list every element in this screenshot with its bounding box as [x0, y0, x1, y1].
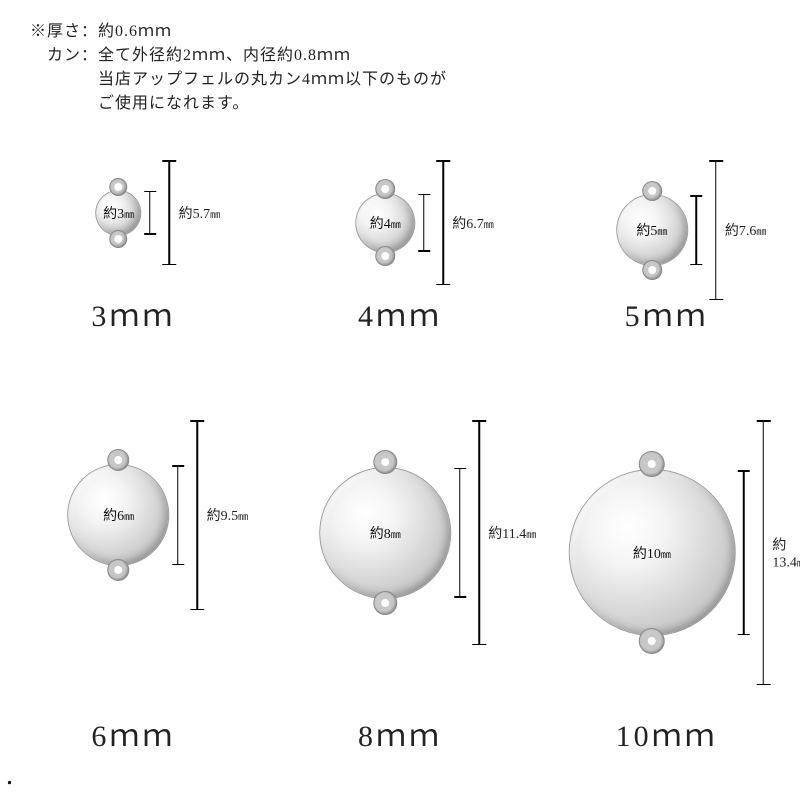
overall-length-label: 約6.7㎜: [452, 213, 494, 233]
loop-top: [111, 179, 127, 195]
size-chart-grid: 約3㎜約5.7㎜3ｍｍ約4㎜約6.7㎜4ｍｍ約5㎜約7.6㎜5ｍｍ 約6㎜約9.…: [0, 120, 800, 770]
stage: 約6㎜ 約9.5㎜: [69, 420, 199, 610]
overall-dimension-bar: 約9.5㎜: [197, 420, 199, 610]
disc-dimension-bar: [459, 468, 461, 598]
loop-bottom: [643, 261, 661, 279]
size-cell-3mm: 約3㎜ 約5.7㎜ 3ｍｍ: [0, 120, 267, 380]
size-label: 6ｍｍ: [0, 711, 267, 755]
disc-diameter-label: 約5㎜: [636, 220, 667, 240]
loop-top: [376, 180, 394, 198]
connector-disc: 約6㎜: [69, 465, 169, 565]
overall-dimension-bar: 約7.6㎜: [715, 160, 717, 300]
overall-dimension-bar: 約11.4㎜: [478, 420, 480, 645]
size-label: 10ｍｍ: [533, 711, 800, 755]
corner-dot: .: [6, 760, 13, 792]
loop-top: [640, 452, 664, 476]
overall-length-label: 約5.7㎜: [179, 203, 221, 223]
overall-dimension-bar: 約13.4㎜: [762, 420, 764, 685]
note-line-3: 当店アップフェルの丸カン4ｍｍ以下のものが: [30, 68, 447, 92]
disc-diameter-label: 約3㎜: [103, 203, 134, 223]
size-cell-4mm: 約4㎜ 約6.7㎜ 4ｍｍ: [267, 120, 534, 380]
loop-bottom: [640, 629, 664, 653]
size-cell-6mm: 約6㎜ 約9.5㎜ 6ｍｍ: [0, 380, 267, 770]
overall-length-label: 約13.4㎜: [772, 534, 800, 571]
loop-bottom: [109, 560, 129, 580]
disc-dimension-bar: [695, 195, 697, 265]
loop-bottom: [376, 247, 394, 265]
note-line-4: ご使用になれます。: [30, 92, 447, 116]
disc-diameter-label: 約4㎜: [370, 213, 401, 233]
loop-bottom: [374, 592, 396, 614]
connector-disc: 約3㎜: [97, 191, 141, 235]
overall-length-label: 約7.6㎜: [725, 220, 767, 240]
disc-diameter-label: 約8㎜: [370, 523, 401, 543]
connector-disc: 約4㎜: [356, 194, 414, 252]
loop-top: [374, 451, 396, 473]
stage: 約8㎜ 約11.4㎜: [320, 420, 480, 645]
size-cell-5mm: 約5㎜約7.6㎜5ｍｍ: [533, 120, 800, 380]
connector-disc: 約10㎜: [569, 470, 734, 635]
stage: 約4㎜ 約6.7㎜: [356, 160, 444, 285]
connector-disc: 約5㎜: [617, 195, 687, 265]
overall-length-label: 約11.4㎜: [488, 523, 536, 543]
disc-diameter-label: 約10㎜: [633, 543, 671, 563]
disc-diameter-label: 約6㎜: [103, 505, 134, 525]
size-label: 8ｍｍ: [267, 711, 534, 755]
loop-bottom: [111, 231, 127, 247]
size-cell-8mm: 約8㎜ 約11.4㎜ 8ｍｍ: [267, 380, 534, 770]
stage: 約3㎜ 約5.7㎜: [97, 160, 171, 265]
connector-disc: 約8㎜: [320, 468, 450, 598]
size-label: 3ｍｍ: [0, 291, 267, 335]
stage: 約10㎜ 約13.4㎜: [569, 420, 764, 685]
overall-length-label: 約9.5㎜: [207, 505, 249, 525]
loop-top: [109, 450, 129, 470]
notes-block: ※厚さ：約0.6ｍｍ カン：全て外径約2ｍｍ、内径約0.8ｍｍ 当店アップフェル…: [30, 20, 447, 116]
disc-dimension-bar: [177, 465, 179, 565]
note-line-2: カン：全て外径約2ｍｍ、内径約0.8ｍｍ: [30, 44, 447, 68]
note-line-1: ※厚さ：約0.6ｍｍ: [30, 20, 447, 44]
overall-dimension-bar: 約5.7㎜: [169, 160, 171, 265]
stage: 約5㎜ 約7.6㎜: [617, 160, 717, 300]
disc-dimension-bar: [423, 194, 425, 252]
size-label: 4ｍｍ: [267, 291, 534, 335]
disc-dimension-bar: [743, 470, 745, 635]
size-label: 5ｍｍ: [533, 291, 800, 335]
size-cell-10mm: 約10㎜ 約13.4㎜ 10ｍｍ: [533, 380, 800, 770]
loop-top: [643, 182, 661, 200]
overall-dimension-bar: 約6.7㎜: [442, 160, 444, 285]
disc-dimension-bar: [149, 191, 151, 235]
